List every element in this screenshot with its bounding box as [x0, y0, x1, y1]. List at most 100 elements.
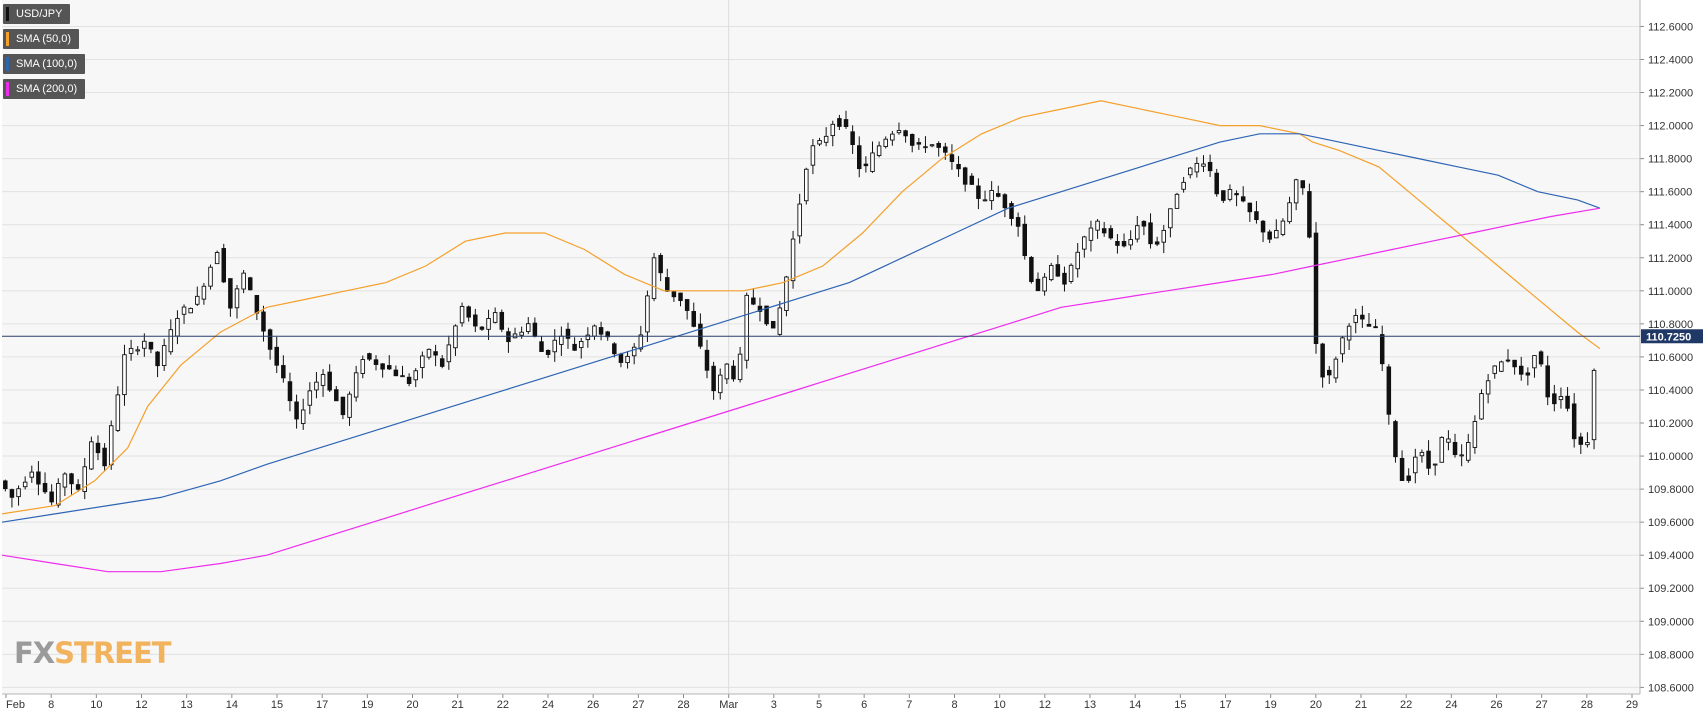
candle-body[interactable]	[896, 130, 902, 134]
candle-body[interactable]	[797, 203, 802, 237]
candle-body[interactable]	[850, 131, 855, 146]
candle-body[interactable]	[943, 146, 948, 153]
candle-body[interactable]	[406, 376, 412, 384]
candle-body[interactable]	[353, 372, 359, 398]
candle-body[interactable]	[883, 138, 888, 148]
candle-body[interactable]	[790, 238, 796, 282]
legend-item-sma200[interactable]: SMA (200,0)	[3, 79, 86, 99]
candle-body[interactable]	[267, 329, 273, 350]
candle-body[interactable]	[208, 266, 213, 287]
candle-body[interactable]	[1154, 241, 1160, 245]
candle-body[interactable]	[294, 401, 299, 420]
candle-body[interactable]	[75, 484, 81, 490]
candle-body[interactable]	[142, 340, 147, 349]
candle-body[interactable]	[684, 299, 690, 311]
candle-body[interactable]	[1492, 365, 1497, 374]
candle-body[interactable]	[1022, 223, 1027, 257]
candle-body[interactable]	[161, 345, 167, 366]
candle-body[interactable]	[486, 318, 491, 330]
candle-body[interactable]	[717, 374, 723, 394]
candle-body[interactable]	[1512, 359, 1517, 368]
candle-body[interactable]	[433, 351, 438, 356]
candle-body[interactable]	[49, 491, 54, 503]
candle-body[interactable]	[1466, 442, 1471, 461]
candle-body[interactable]	[1214, 172, 1219, 195]
candle-body[interactable]	[1459, 454, 1464, 457]
candle-body[interactable]	[1558, 396, 1564, 401]
candle-body[interactable]	[1247, 202, 1253, 213]
candle-body[interactable]	[327, 371, 332, 391]
candle-body[interactable]	[956, 163, 961, 170]
candle-body[interactable]	[380, 363, 385, 370]
candle-body[interactable]	[175, 318, 180, 337]
candle-body[interactable]	[228, 278, 233, 309]
candle-body[interactable]	[320, 374, 326, 386]
candle-body[interactable]	[1181, 181, 1186, 190]
candle-body[interactable]	[1115, 241, 1120, 246]
candle-body[interactable]	[62, 473, 68, 488]
candle-body[interactable]	[1346, 325, 1352, 341]
candle-body[interactable]	[830, 123, 836, 137]
candle-body[interactable]	[446, 344, 452, 363]
candle-body[interactable]	[923, 146, 928, 149]
candle-body[interactable]	[1082, 236, 1087, 250]
candle-body[interactable]	[903, 130, 908, 137]
candle-body[interactable]	[473, 314, 478, 327]
candle-body[interactable]	[1538, 351, 1544, 365]
candle-body[interactable]	[890, 133, 895, 141]
candle-body[interactable]	[1565, 395, 1570, 409]
candle-body[interactable]	[1221, 190, 1226, 201]
candle-body[interactable]	[1360, 314, 1365, 320]
candle-body[interactable]	[1585, 442, 1590, 446]
candle-body[interactable]	[1135, 225, 1140, 240]
candle-body[interactable]	[1485, 380, 1491, 395]
candle-body[interactable]	[585, 334, 591, 341]
candle-body[interactable]	[29, 471, 35, 478]
candle-body[interactable]	[22, 481, 28, 488]
candle-body[interactable]	[1313, 232, 1319, 345]
candle-body[interactable]	[1591, 369, 1597, 441]
candle-body[interactable]	[1161, 229, 1167, 243]
candle-body[interactable]	[1499, 361, 1504, 372]
candle-body[interactable]	[69, 473, 74, 485]
candle-body[interactable]	[751, 297, 756, 305]
candle-body[interactable]	[731, 365, 736, 380]
candle-body[interactable]	[1128, 239, 1133, 246]
candle-body[interactable]	[36, 471, 41, 485]
candle-body[interactable]	[340, 396, 346, 416]
candle-body[interactable]	[817, 140, 822, 145]
candle-body[interactable]	[539, 341, 544, 352]
candle-body[interactable]	[1088, 227, 1094, 241]
candle-body[interactable]	[625, 355, 630, 364]
candle-body[interactable]	[936, 143, 941, 148]
candle-body[interactable]	[1446, 438, 1451, 443]
candle-body[interactable]	[347, 393, 352, 418]
candle-body[interactable]	[1207, 161, 1213, 172]
candle-body[interactable]	[810, 145, 816, 166]
candle-body[interactable]	[221, 248, 227, 283]
candle-body[interactable]	[996, 193, 1001, 197]
candle-body[interactable]	[770, 320, 776, 329]
legend-item-sma50[interactable]: SMA (50,0)	[3, 29, 80, 49]
candle-body[interactable]	[1545, 365, 1550, 398]
candle-body[interactable]	[387, 365, 392, 370]
candle-body[interactable]	[82, 466, 87, 493]
candle-body[interactable]	[499, 311, 505, 330]
candle-body[interactable]	[479, 326, 485, 330]
candle-body[interactable]	[804, 168, 809, 202]
candle-body[interactable]	[671, 291, 677, 298]
candle-body[interactable]	[1518, 365, 1524, 375]
candle-body[interactable]	[1472, 421, 1478, 448]
candle-body[interactable]	[148, 341, 154, 350]
candle-body[interactable]	[89, 441, 94, 470]
candle-body[interactable]	[1254, 211, 1259, 221]
candle-body[interactable]	[757, 305, 763, 312]
candle-body[interactable]	[876, 145, 882, 157]
candle-body[interactable]	[929, 144, 935, 147]
candle-body[interactable]	[704, 349, 710, 371]
candle-body[interactable]	[1148, 222, 1153, 245]
candle-body[interactable]	[1095, 220, 1100, 231]
candle-body[interactable]	[916, 142, 922, 145]
candle-body[interactable]	[1068, 264, 1074, 282]
candle-body[interactable]	[645, 295, 650, 333]
